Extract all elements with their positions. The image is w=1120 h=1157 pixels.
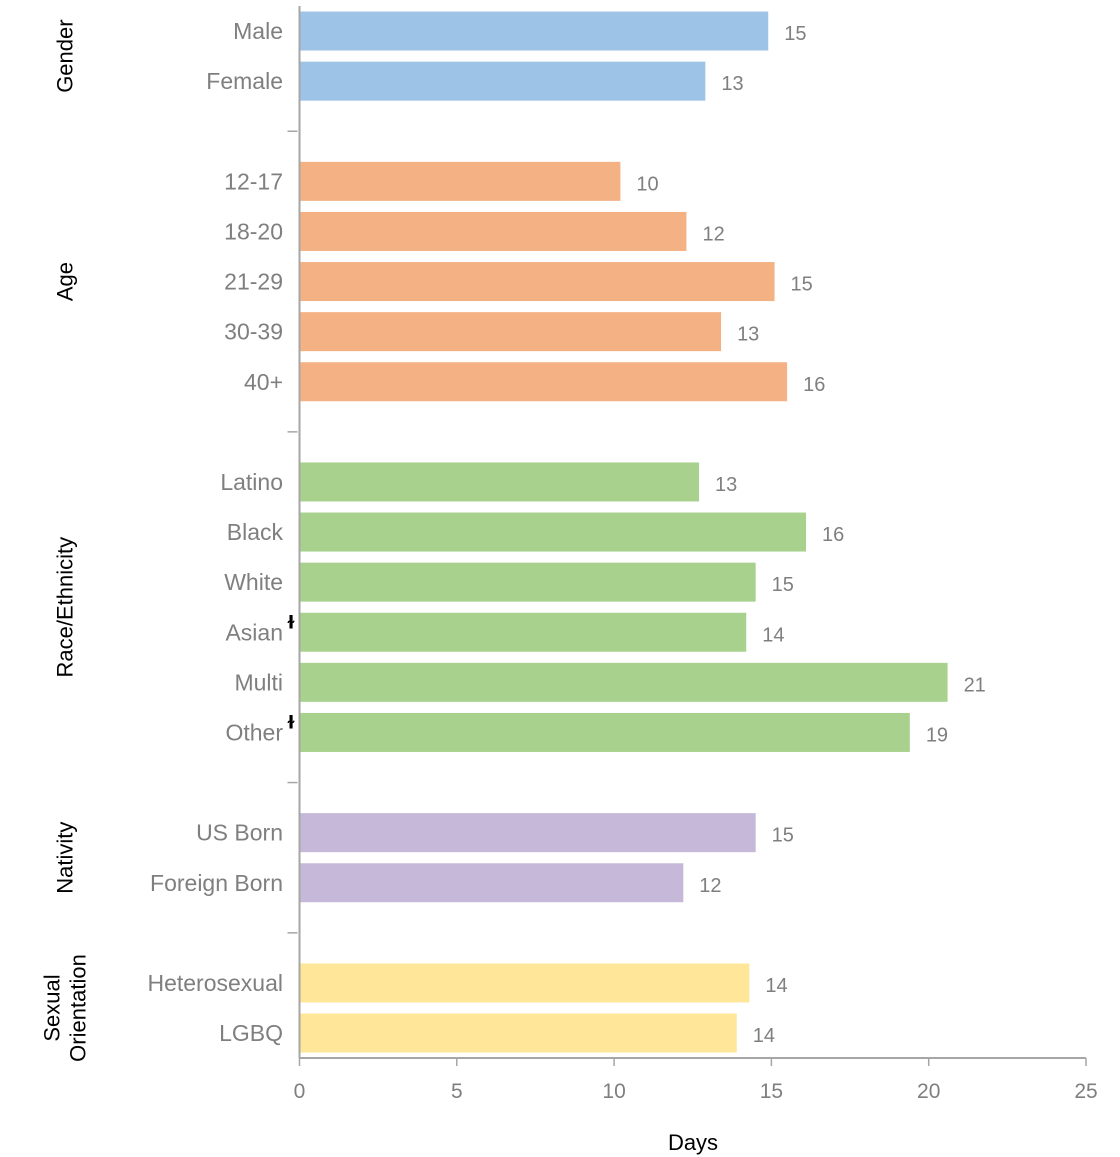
data-label: 10 [636,173,658,195]
data-label: 15 [784,23,806,45]
bar [300,362,788,402]
group-label: Nativity [53,822,78,894]
category-label: White [224,569,283,595]
category-label: Black [227,519,284,545]
category-label: LGBQ [219,1020,283,1046]
footnote-marker: ɫ [286,712,296,733]
bar [300,161,621,201]
data-label: 13 [715,474,737,496]
axes-layer: 0 5 10 15 20 25 [287,6,1098,1103]
category-label: Heterosexual [147,970,283,996]
category-label: 18-20 [224,218,283,244]
x-tick-label: 20 [917,1080,940,1103]
category-label: 30-39 [224,319,283,345]
data-label: 15 [791,274,813,296]
data-label: 14 [762,624,784,646]
group-label: Orientation [66,954,91,1062]
group-label: Age [53,262,78,301]
data-label: 13 [721,73,743,95]
category-label: Multi [234,669,283,695]
x-axis-title: Days [668,1130,718,1155]
bar [300,963,750,1003]
data-label: 15 [772,825,794,847]
bar [300,813,756,853]
data-label: 14 [753,1025,775,1047]
data-label: 13 [737,324,759,346]
x-tick-label: 0 [294,1080,306,1103]
data-label: 16 [803,374,825,396]
x-tick-label: 5 [451,1080,463,1103]
bar [300,512,807,552]
category-label: US Born [196,820,283,846]
data-label: 21 [964,674,986,696]
category-label: Male [233,18,283,44]
data-label: 14 [765,975,787,997]
bar [300,863,684,903]
data-label: 16 [822,524,844,546]
x-tick-label: 10 [602,1080,625,1103]
bar [300,612,747,652]
data-label: 15 [772,574,794,596]
bar [300,562,756,602]
bar [300,712,910,752]
footnote-marker: ɫ [286,612,296,633]
data-label: 12 [702,223,724,245]
category-label: 21-29 [224,269,283,295]
group-label: Gender [53,19,78,92]
data-label: 19 [926,724,948,746]
category-label: Foreign Born [150,870,283,896]
bar [300,462,700,502]
bar [300,1013,737,1053]
category-label: Asian [225,619,283,645]
bar [300,61,706,101]
bars-layer [300,11,948,1053]
x-tick-label: 15 [760,1080,783,1103]
bar [300,262,775,302]
bar [300,312,722,352]
data-label: 12 [699,875,721,897]
x-tick-label: 25 [1074,1080,1097,1103]
category-label: 40+ [244,369,283,395]
bar [300,11,769,51]
group-label: Sexual [40,974,65,1041]
category-label: Other [225,719,283,745]
bar [300,662,948,702]
category-label: Female [206,68,283,94]
bar [300,211,687,251]
category-label: Latino [220,469,283,495]
category-label: 12-17 [224,168,283,194]
labels-layer: Male 15 Female 13 Gender 12-17 10 18-20 12 21-29 1… [40,18,986,1062]
group-label: Race/Ethnicity [53,537,78,678]
